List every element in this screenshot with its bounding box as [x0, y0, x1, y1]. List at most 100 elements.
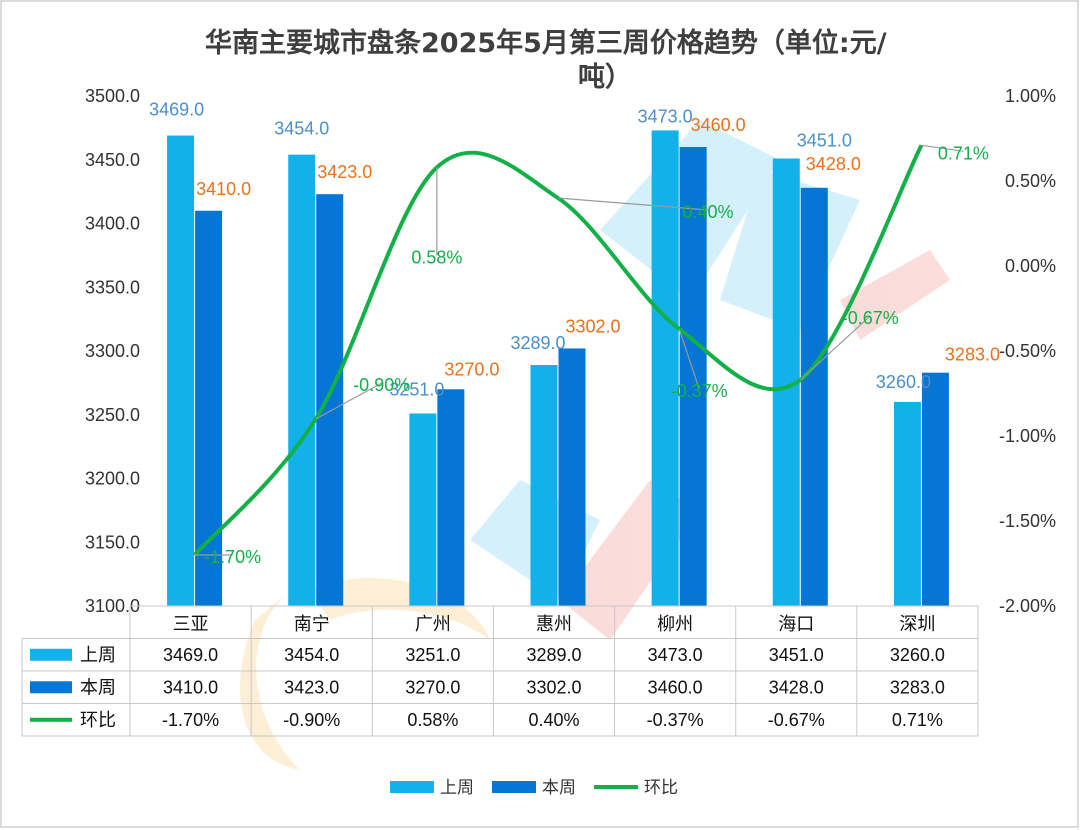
- x-category-label: 柳州: [657, 614, 693, 635]
- legend-key: [390, 781, 434, 793]
- data-label-wow: -0.37%: [671, 381, 728, 401]
- data-label-wow: -0.90%: [353, 375, 410, 395]
- chart-title-line1: 华南主要城市盘条2025年5月第三周价格趋势（单位:元/: [205, 27, 887, 59]
- data-label-this-week: 3302.0: [566, 316, 621, 336]
- table-row-header: 本周: [80, 677, 116, 698]
- table-cell: 0.40%: [528, 710, 579, 730]
- y-left-tick-label: 3350.0: [85, 277, 140, 297]
- chart-title-line2: 吨）: [578, 62, 632, 93]
- y-axis-left: 3100.0 3150.0 3200.0 3250.0 3300.0 3350.0 3400…: [85, 86, 140, 616]
- x-category-label: 三亚: [173, 614, 209, 635]
- y-left-tick-label: 3250.0: [85, 405, 140, 425]
- y-right-tick-label: 0.00%: [1005, 256, 1056, 276]
- bar-this-week: [558, 348, 586, 606]
- bar-this-week: [800, 187, 828, 607]
- data-label-this-week: 3270.0: [444, 359, 499, 379]
- table-cell: 3270.0: [405, 677, 460, 697]
- wow-leader-line: [557, 197, 709, 211]
- y-right-tick-label: 1.00%: [1005, 86, 1056, 106]
- table-cell: 3302.0: [526, 677, 581, 697]
- data-label-wow: -1.70%: [204, 547, 261, 567]
- bar-this-week: [679, 147, 707, 606]
- data-label-last-week: 3469.0: [149, 100, 204, 120]
- data-label-last-week: 3289.0: [511, 333, 566, 353]
- bars-group: [167, 130, 949, 607]
- y-left-tick-label: 3100.0: [85, 596, 140, 616]
- table-row-header: 上周: [80, 645, 116, 666]
- y-axis-right: -2.00% -1.50% -1.00% -0.50% 0.00% 0.50% 1.00%: [999, 86, 1056, 616]
- y-right-tick-label: 0.50%: [1005, 171, 1056, 191]
- table-row-header: 环比: [80, 710, 116, 731]
- x-category-label: 广州: [415, 614, 451, 635]
- data-label-wow: 0.40%: [682, 202, 733, 222]
- y-right-tick-label: -1.50%: [999, 511, 1056, 531]
- bar-last-week: [167, 135, 195, 606]
- table-cell: -1.70%: [162, 710, 219, 730]
- y-right-tick-label: -1.00%: [999, 426, 1056, 446]
- bar-this-week: [921, 372, 949, 606]
- table-cell: 3460.0: [648, 677, 703, 697]
- data-label-last-week: 3260.0: [876, 372, 931, 392]
- bar-last-week: [651, 130, 679, 607]
- y-left-tick-label: 3300.0: [85, 341, 140, 361]
- table-cell: 0.58%: [407, 710, 458, 730]
- y-right-tick-label: -0.50%: [999, 341, 1056, 361]
- data-label-this-week: 3410.0: [196, 179, 251, 199]
- table-cell: 3251.0: [405, 645, 460, 665]
- bar-last-week: [409, 413, 437, 606]
- data-label-wow: 0.58%: [411, 247, 462, 267]
- wow-leader-line: [799, 315, 871, 381]
- table-cell: 3423.0: [284, 677, 339, 697]
- table-cell: 3410.0: [163, 677, 218, 697]
- x-category-label: 惠州: [536, 614, 572, 635]
- bar-last-week: [288, 154, 316, 606]
- table-cell: 3289.0: [526, 645, 581, 665]
- table-cell: -0.67%: [768, 710, 825, 730]
- data-label-wow: -0.67%: [842, 308, 899, 328]
- table-cell: 3260.0: [890, 645, 945, 665]
- bar-last-week: [893, 402, 921, 606]
- legend: 上周 本周 环比: [390, 778, 678, 798]
- table-cell: 3283.0: [890, 677, 945, 697]
- legend-label: 环比: [644, 778, 678, 798]
- table-cell: -0.90%: [283, 710, 340, 730]
- data-label-this-week: 3460.0: [691, 115, 746, 135]
- table-legend-key: [30, 648, 72, 661]
- y-left-tick-label: 3200.0: [85, 469, 140, 489]
- y-left-tick-label: 3150.0: [85, 532, 140, 552]
- table-cell: 3473.0: [648, 645, 703, 665]
- data-label-last-week: 3473.0: [638, 106, 693, 126]
- table-cell: 3451.0: [769, 645, 824, 665]
- data-label-this-week: 3423.0: [317, 162, 372, 182]
- table-legend-key: [30, 681, 72, 694]
- data-label-this-week: 3283.0: [945, 345, 1000, 365]
- x-category-label: 海口: [778, 614, 814, 635]
- bar-this-week: [316, 194, 344, 607]
- x-category-label: 深圳: [899, 614, 935, 635]
- bar-last-week: [530, 365, 558, 606]
- legend-label: 本周: [542, 778, 576, 798]
- bar-this-week: [437, 389, 465, 606]
- data-label-wow: 0.71%: [938, 143, 989, 163]
- y-left-tick-label: 3400.0: [85, 214, 140, 234]
- wow-leader-line: [678, 328, 700, 390]
- y-left-tick-label: 3500.0: [85, 86, 140, 106]
- table-cell: 0.71%: [892, 710, 943, 730]
- legend-label: 上周: [440, 778, 474, 798]
- x-category-label: 南宁: [294, 614, 330, 635]
- y-left-tick-label: 3450.0: [85, 150, 140, 170]
- wow-leader-line: [921, 144, 964, 152]
- table-cell: 3469.0: [163, 645, 218, 665]
- table-cell: 3428.0: [769, 677, 824, 697]
- data-label-last-week: 3454.0: [274, 119, 329, 139]
- data-label-last-week: 3251.0: [389, 379, 444, 399]
- table-cell: -0.37%: [647, 710, 704, 730]
- y-right-tick-label: -2.00%: [999, 596, 1056, 616]
- data-label-last-week: 3451.0: [797, 130, 852, 150]
- table-cell: 3454.0: [284, 645, 339, 665]
- legend-key: [492, 781, 536, 793]
